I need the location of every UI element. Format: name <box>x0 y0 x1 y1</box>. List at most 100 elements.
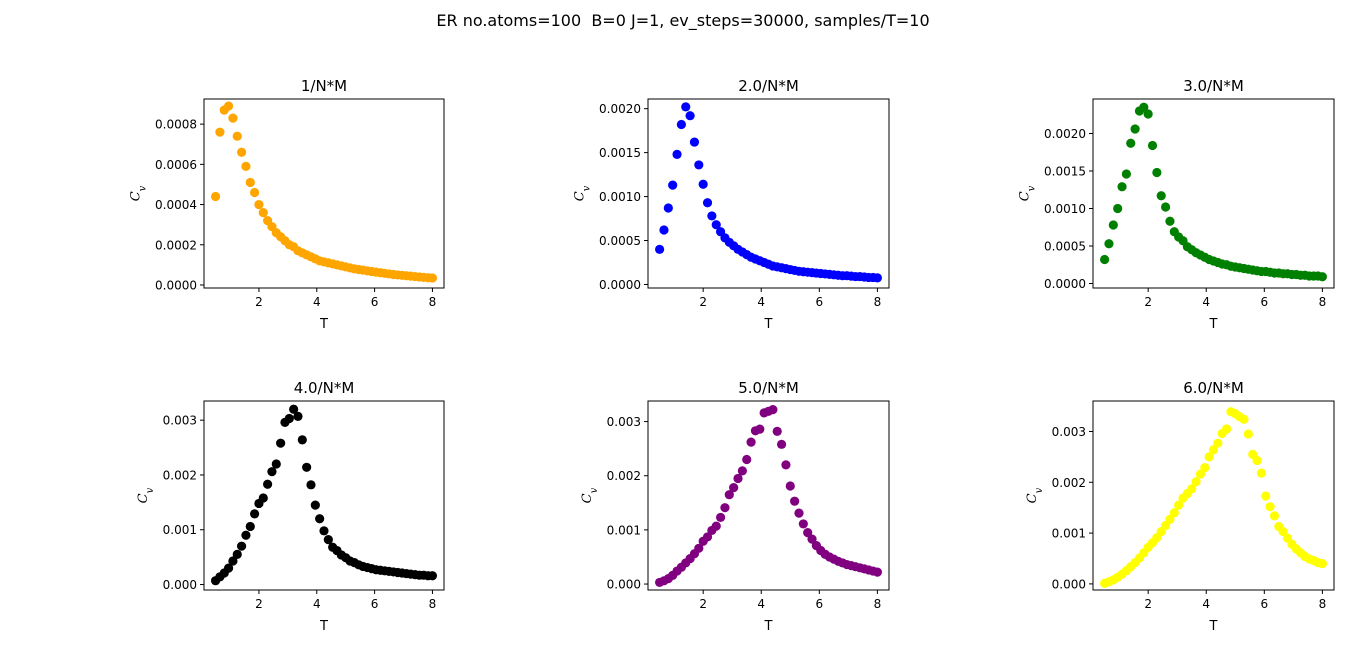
data-point <box>245 521 255 532</box>
data-point <box>232 131 242 141</box>
data-point <box>210 191 221 202</box>
x-tick-label: 4 <box>313 295 321 309</box>
data-point <box>1117 182 1127 192</box>
y-axis-label: Cv <box>136 487 156 503</box>
data-point <box>1261 491 1271 501</box>
y-tick-label: 0.003 <box>163 414 197 428</box>
data-points <box>1100 407 1327 589</box>
data-point <box>315 514 325 524</box>
data-point <box>1204 452 1214 462</box>
data-point <box>698 179 708 189</box>
data-point <box>1156 191 1166 201</box>
data-point <box>1243 429 1253 439</box>
data-point <box>772 426 782 436</box>
axes-frame <box>647 98 890 289</box>
subplot-title: 4.0/N*M <box>294 379 355 397</box>
data-point <box>702 198 713 208</box>
data-point <box>1147 140 1158 151</box>
data-point <box>1195 469 1206 479</box>
data-point <box>1278 526 1288 537</box>
subplot-5: 2 4 6 8 0.000 0.001 0.002 0.003 5.0/N*M T Cv <box>580 379 890 634</box>
data-point <box>676 119 686 130</box>
data-point <box>1208 445 1219 455</box>
x-tick-label: 2 <box>255 597 263 611</box>
y-tick-label: 0.0005 <box>1044 240 1086 254</box>
x-tick-label: 4 <box>313 597 321 611</box>
data-point <box>807 534 817 544</box>
data-point <box>1256 468 1267 478</box>
data-point <box>1108 220 1118 230</box>
subplot-title: 1/N*M <box>301 77 347 95</box>
data-point <box>263 479 273 489</box>
data-point <box>663 203 673 213</box>
data-point <box>1152 167 1162 178</box>
data-points <box>655 102 882 283</box>
data-point <box>427 571 438 581</box>
data-point <box>803 528 813 538</box>
subplot-3: 2 4 6 8 0.0000 0.0005 0.0010 0.0015 0.0020 3.0/N*… <box>1017 77 1335 332</box>
data-point <box>258 493 268 503</box>
data-point <box>306 480 316 490</box>
data-point <box>1113 203 1123 214</box>
y-tick-label: 0.0008 <box>155 118 197 132</box>
y-axis-label: Cv <box>128 185 148 201</box>
data-point <box>742 454 752 465</box>
y-tick-label: 0.002 <box>607 469 641 483</box>
data-point <box>1317 558 1327 569</box>
data-point <box>1213 438 1223 448</box>
x-axis-label: T <box>1209 619 1218 634</box>
x-tick-label: 4 <box>757 597 765 611</box>
data-point <box>245 177 255 188</box>
y-tick-label: 0.002 <box>1052 476 1086 490</box>
data-points <box>655 405 882 588</box>
data-point <box>872 273 882 283</box>
y-axis-label: Cv <box>580 487 600 503</box>
x-tick-label: 6 <box>815 295 823 309</box>
data-point <box>228 556 238 566</box>
y-axis-label: Cv <box>572 185 592 201</box>
data-point <box>798 519 808 529</box>
data-point <box>1165 216 1175 226</box>
y-tick-label: 0.0020 <box>599 102 641 116</box>
data-point <box>711 220 721 230</box>
x-tick-label: 8 <box>874 597 882 611</box>
data-point <box>794 508 804 518</box>
y-tick-label: 0.0006 <box>155 158 197 172</box>
data-point <box>250 187 260 198</box>
y-tick-label: 0.000 <box>1052 577 1086 591</box>
y-tick-label: 0.0020 <box>1044 127 1086 141</box>
data-point <box>1239 414 1249 424</box>
subplot-title: 6.0/N*M <box>1183 379 1244 397</box>
data-point <box>689 137 700 147</box>
data-point <box>768 405 778 415</box>
data-point <box>724 490 734 500</box>
data-point <box>1200 462 1210 473</box>
data-point <box>284 413 294 424</box>
data-point <box>302 462 312 472</box>
data-point <box>711 521 721 531</box>
data-point <box>1265 502 1275 512</box>
data-point <box>1221 424 1232 434</box>
data-point <box>694 160 704 170</box>
subplot-6: 2 4 6 8 0.000 0.001 0.002 0.003 6.0/N*M T Cv <box>1025 379 1335 634</box>
data-points <box>210 404 438 586</box>
x-tick-label: 8 <box>429 597 437 611</box>
data-point <box>737 466 747 476</box>
data-point <box>289 404 299 414</box>
y-tick-label: 0.001 <box>607 523 641 537</box>
data-point <box>1317 272 1327 282</box>
y-tick-label: 0.0004 <box>155 198 197 212</box>
axes-frame <box>203 400 445 591</box>
data-point <box>707 211 717 221</box>
axes-frame <box>203 98 445 289</box>
data-point <box>685 111 695 121</box>
y-tick-label: 0.003 <box>607 415 641 429</box>
subplot-title: 5.0/N*M <box>738 379 799 397</box>
y-tick-label: 0.0000 <box>155 278 197 292</box>
data-point <box>223 101 234 111</box>
data-point <box>746 437 756 447</box>
data-point <box>781 460 791 470</box>
x-tick-label: 8 <box>874 295 882 309</box>
x-tick-label: 2 <box>699 295 707 309</box>
